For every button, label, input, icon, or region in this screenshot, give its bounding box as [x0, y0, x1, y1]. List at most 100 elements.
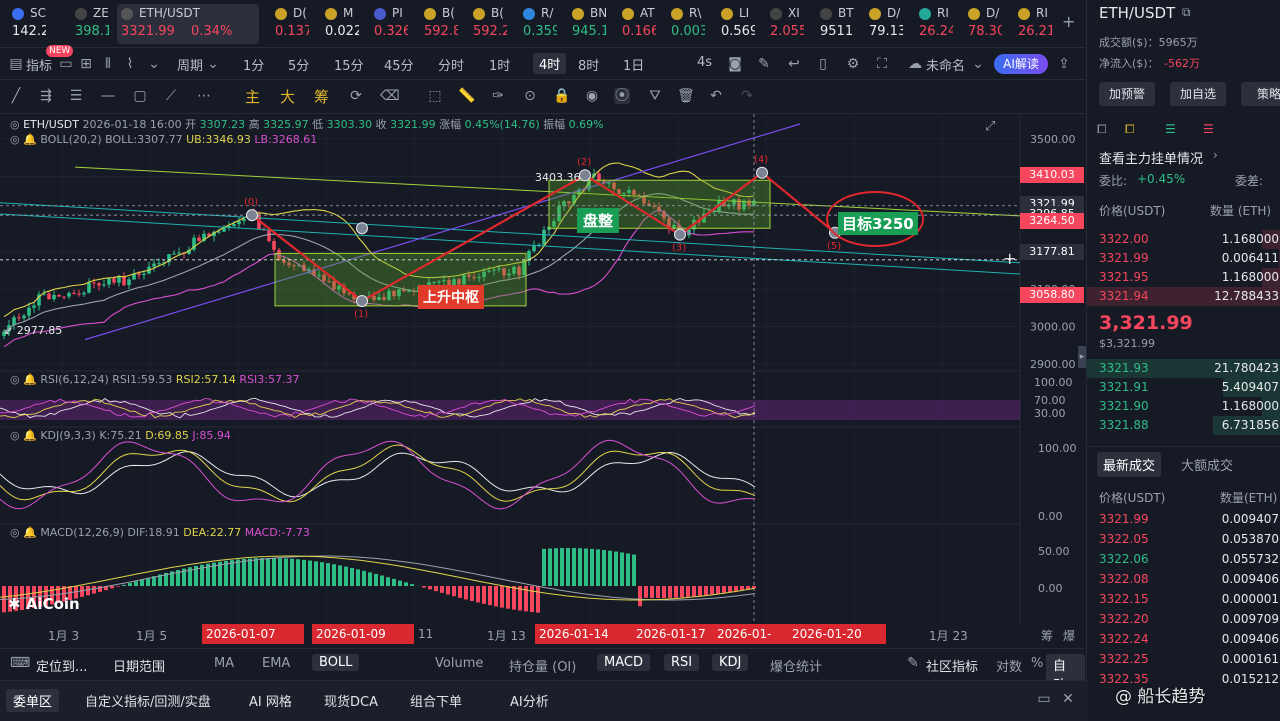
close-icon[interactable]: ✕ — [1062, 691, 1074, 707]
bell-icon[interactable]: 🔔 — [23, 133, 37, 146]
bell-icon[interactable]: 🔔 — [23, 429, 37, 442]
macd-legend[interactable]: ◎ 🔔 MACD(12,26,9) DIF:18.91 DEA:22.77 MA… — [10, 526, 310, 539]
eye-icon[interactable]: ◎ — [10, 526, 20, 539]
community-indicators[interactable]: 社区指标 — [926, 660, 979, 675]
ray-tool-icon[interactable]: ⇶ — [40, 88, 52, 104]
ticker-12[interactable]: LI 0.569 — [721, 4, 755, 44]
ob-view-icon-3[interactable]: ☰ — [1165, 122, 1176, 136]
hline-tool-icon[interactable]: — — [101, 88, 115, 104]
tab-combo-order[interactable]: 组合下单 — [410, 695, 463, 710]
interval-1[interactable]: 5分 — [288, 59, 310, 74]
lock-tool-icon[interactable]: 🔒 — [553, 88, 571, 104]
ruler-tool-icon[interactable]: 📏 — [458, 88, 476, 104]
strategy-button[interactable]: 策略 — [1241, 82, 1280, 106]
ind-volume[interactable]: Volume — [435, 656, 484, 671]
ticker-8[interactable]: R/0.359 — [523, 4, 557, 44]
interval-3[interactable]: 45分 — [384, 59, 414, 74]
ticker-15[interactable]: D/79.13 — [869, 4, 903, 44]
ob-view-icon-1[interactable]: ⧠ — [1097, 122, 1107, 136]
log-toggle[interactable]: 对数 — [996, 660, 1023, 675]
rect-tool-icon[interactable]: ▢ — [133, 88, 147, 104]
copy-icon[interactable]: ⧉ — [1182, 5, 1191, 19]
ticker-5[interactable]: PI 0.326 — [374, 4, 408, 44]
indicators-button[interactable]: 指标 — [26, 59, 53, 74]
eye-icon[interactable]: ◎ — [10, 373, 20, 386]
tab-latest-trades[interactable]: 最新成交 — [1097, 452, 1162, 477]
eye-icon[interactable]: ◎ — [10, 429, 20, 442]
pen-icon[interactable]: ✎ — [758, 56, 770, 72]
refresh-tool-icon[interactable]: ⟳ — [350, 88, 362, 104]
ticker-10[interactable]: AT 0.166 — [622, 4, 656, 44]
ticker-16[interactable]: RI 26.24 — [919, 4, 953, 44]
period-selector[interactable]: 周期 — [177, 59, 204, 74]
edit-icon[interactable]: ✎ — [907, 655, 919, 671]
keyboard-icon[interactable]: ⌨ — [10, 655, 31, 671]
layout-name[interactable]: 未命名 — [926, 59, 966, 74]
eye-tool-icon[interactable]: ◉ — [585, 88, 599, 104]
filter-tool-icon[interactable]: ⛛ — [649, 88, 661, 104]
ticker-17[interactable]: D/78.30 — [968, 4, 1002, 44]
interval-8[interactable]: 1日 — [623, 59, 645, 74]
tab-ai-grid[interactable]: AI 网格 — [249, 695, 292, 710]
period-chevron-icon[interactable]: ⌄ — [207, 56, 219, 72]
doc-icon[interactable]: ▯ — [819, 56, 827, 72]
ticker-11[interactable]: R\ 0.003 — [671, 4, 705, 44]
eraser-tool-icon[interactable]: ⌫ — [380, 88, 400, 104]
orderbook-row[interactable]: 3321.88 6.731856 — [1087, 416, 1280, 435]
interval-5[interactable]: 1时 — [489, 59, 511, 74]
interval-4[interactable]: 分时 — [438, 59, 465, 74]
eye-icon[interactable]: ◎ — [10, 133, 20, 146]
undo-icon[interactable]: ↶ — [710, 88, 722, 104]
tab-large-trades[interactable]: 大额成交 — [1181, 459, 1234, 474]
ticker-9[interactable]: BN 945.1 — [572, 4, 606, 44]
percent-toggle[interactable]: % — [1031, 656, 1044, 671]
window-icon[interactable]: ▭ — [1037, 691, 1051, 707]
ticker-2[interactable]: ETH/USDT 3321.99 0.34% — [117, 4, 259, 44]
ind-rsi[interactable]: RSI — [664, 654, 700, 671]
orderbook-title[interactable]: 查看主力挂单情况 — [1099, 152, 1204, 167]
tab-spot-dca[interactable]: 现货DCA — [324, 695, 378, 710]
boll-legend[interactable]: ◎ 🔔 BOLL(20,2) BOLL:3307.77 UB:3346.93 L… — [10, 133, 317, 146]
ind-kdj[interactable]: KDJ — [712, 654, 749, 671]
interval-2[interactable]: 15分 — [334, 59, 364, 74]
orderbook-row[interactable]: 3321.94 12.788433 — [1087, 287, 1280, 306]
fullscreen-icon[interactable]: ⛶ — [877, 56, 887, 72]
grid-icon[interactable]: ⊞ — [80, 56, 92, 72]
ind-liquidation[interactable]: 爆仓统计 — [770, 660, 823, 675]
orderbook-row[interactable]: 3321.93 21.780423 — [1087, 359, 1280, 378]
brush-tool-icon[interactable]: ✑ — [492, 88, 504, 104]
ticker-14[interactable]: BT 9511 — [820, 4, 854, 44]
chevron-right-icon[interactable]: › — [1213, 148, 1218, 162]
hlines-tool-icon[interactable]: ☰ — [69, 88, 83, 104]
dots-tool-icon[interactable]: ⋯ — [197, 88, 211, 104]
line-tool-icon[interactable]: ╱ — [11, 88, 21, 104]
reply-icon[interactable]: ↩ — [788, 56, 800, 72]
orderbook-row[interactable]: 3321.90 1.168000 — [1087, 397, 1280, 416]
ticker-18[interactable]: RI 26.21 — [1018, 4, 1052, 44]
locate-button[interactable]: 定位到... — [36, 660, 88, 675]
ticker-0[interactable]: SC 142.2 — [12, 4, 46, 44]
layout-chevron-icon[interactable]: ⌄ — [972, 56, 984, 72]
orderbook-row[interactable]: 3321.91 5.409407 — [1087, 378, 1280, 397]
ind-oi[interactable]: 持仓量 (OI) — [509, 660, 577, 675]
orderbook-row[interactable]: 3322.00 1.168000 — [1087, 230, 1280, 249]
date-range-button[interactable]: 日期范围 — [113, 660, 166, 675]
ticker-6[interactable]: B(592.8 — [424, 4, 458, 44]
ticker-4[interactable]: M 0.022 — [325, 4, 359, 44]
eye-icon[interactable]: ◎ — [10, 118, 20, 131]
orderbook-row[interactable]: 3321.95 1.168000 — [1087, 268, 1280, 287]
camera-icon[interactable]: ◙ — [728, 56, 742, 72]
interval-0[interactable]: 1分 — [243, 59, 265, 74]
bell-icon[interactable]: 🔔 — [23, 526, 37, 539]
expand-icon[interactable]: ⤢ — [985, 119, 996, 134]
chart-area[interactable]: 3500.003400.003300.003200.003100.003000.… — [0, 114, 1086, 624]
magnet-tool-icon[interactable]: ⊙ — [524, 88, 536, 104]
big-order-button[interactable]: 大 — [280, 88, 296, 106]
tab-orders[interactable]: 委单区 — [6, 689, 60, 712]
crosshair-plus-icon[interactable]: + — [1003, 249, 1017, 268]
gear-icon[interactable]: ⚙ — [846, 56, 860, 72]
interval-7[interactable]: 8时 — [578, 59, 600, 74]
ob-view-icon-2[interactable]: ⧠ — [1125, 122, 1135, 136]
interval-4s[interactable]: 4s — [697, 55, 713, 70]
ticker-3[interactable]: D(0.137 — [275, 4, 309, 44]
